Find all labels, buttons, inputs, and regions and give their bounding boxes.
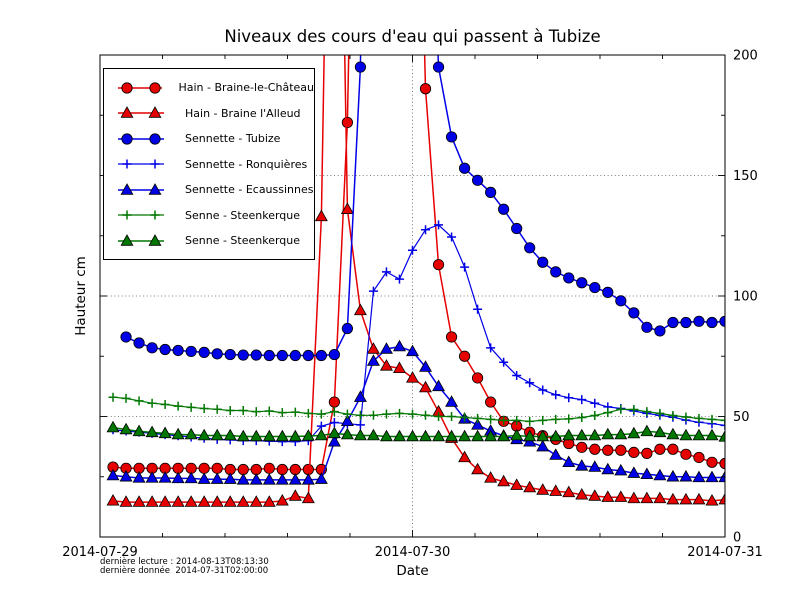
legend-item-senne-steenkerque-plus: Senne - Steenkerque — [113, 203, 314, 229]
x-tick-label: 2014-07-30 — [375, 545, 451, 560]
series-sennette-tubize — [120, 55, 725, 362]
plus-marker-icon — [118, 210, 164, 220]
y-axis-label: Hauteur cm — [73, 256, 89, 336]
triangle-marker-icon — [118, 182, 164, 195]
legend: Hain - Braine-le-Château Hain - Braine l'… — [103, 68, 315, 260]
circle-marker-icon — [118, 82, 163, 94]
triangle-marker-icon — [118, 106, 164, 118]
y-tick-label: 50 — [733, 410, 750, 425]
legend-item-sennette-tubize: Sennette - Tubize — [113, 126, 314, 152]
legend-item-label: Hain - Braine l'Alleud — [185, 106, 301, 120]
legend-item-hain-braine-le-chateau: Hain - Braine-le-Château — [113, 75, 314, 101]
y-tick-label: 0 — [733, 531, 741, 546]
legend-item-sennette-ronquieres: Sennette - Ronquières — [113, 152, 314, 178]
axis-ticks — [99, 54, 726, 538]
y-tick-label: 100 — [733, 290, 758, 305]
annotation-derniere-lecture: dernière lecture : 2014-08-13T08:13:30 — [100, 557, 269, 567]
legend-item-label: Hain - Braine-le-Château — [178, 81, 314, 95]
series-senne-steenkerque-plus — [108, 392, 725, 426]
triangle-marker-icon — [118, 233, 164, 246]
plus-marker-icon — [118, 159, 164, 169]
legend-item-label: Senne - Steenkerque — [185, 234, 301, 248]
annotation-derniere-donnee: dernière donnée 2014-07-31T02:00:00 — [100, 566, 269, 576]
legend-item-label: Sennette - Ecaussinnes — [185, 183, 314, 197]
series-hain-braine-le-chateau — [107, 55, 725, 476]
legend-item-sennette-ecaussinnes: Sennette - Ecaussinnes — [113, 177, 314, 203]
series-sennette-ecaussinnes — [106, 339, 725, 485]
y-tick-label: 200 — [733, 49, 758, 64]
legend-item-label: Senne - Steenkerque — [185, 208, 301, 222]
legend-item-label: Sennette - Ronquières — [185, 157, 308, 171]
legend-item-senne-steenkerque-tri: Senne - Steenkerque — [113, 228, 314, 254]
series-hain-braine-l-alleud — [106, 55, 725, 507]
x-axis-label: Date — [396, 563, 429, 579]
chart-title: Niveaux des cours d'eau qui passent à Tu… — [224, 27, 601, 46]
legend-item-label: Sennette - Tubize — [185, 132, 281, 146]
legend-item-hain-braine-l-alleud: Hain - Braine l'Alleud — [113, 101, 314, 127]
series-senne-steenkerque-tri — [106, 420, 725, 442]
circle-marker-icon — [118, 133, 164, 145]
x-tick-label: 2014-07-31 — [687, 545, 763, 560]
x-tick-label: 2014-07-29 — [62, 545, 138, 560]
y-tick-label: 150 — [733, 169, 758, 184]
